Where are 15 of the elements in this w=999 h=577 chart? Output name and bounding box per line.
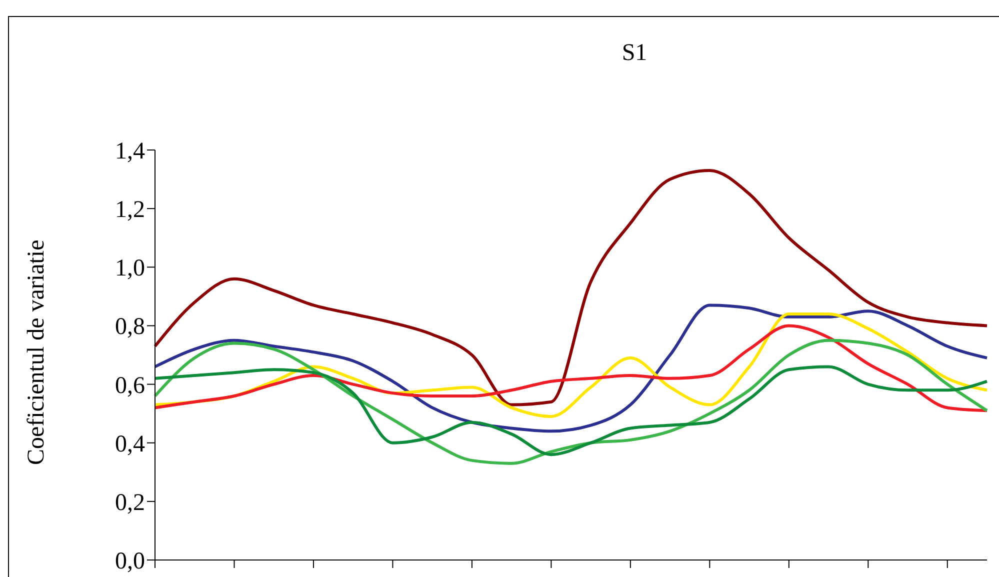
- y-tick-label: 0,0: [115, 548, 145, 575]
- y-tick-label: 1,2: [115, 197, 145, 224]
- y-tick-label: 1,4: [115, 138, 145, 165]
- line-series: [154, 324, 988, 412]
- line-series: [154, 304, 988, 433]
- y-axis-title: Coeficientul de variatie: [24, 240, 50, 465]
- chart-title: S1: [620, 40, 648, 67]
- y-tick-label: 0,6: [115, 372, 145, 399]
- line-series: [154, 338, 988, 465]
- line-series: [154, 365, 988, 456]
- y-tick-label: 0,4: [115, 431, 145, 458]
- y-tick-label: 1,0: [115, 256, 145, 282]
- y-tick-label: 0,2: [115, 490, 145, 516]
- line-series: [154, 169, 988, 406]
- y-tick-label: 0,8: [115, 314, 145, 340]
